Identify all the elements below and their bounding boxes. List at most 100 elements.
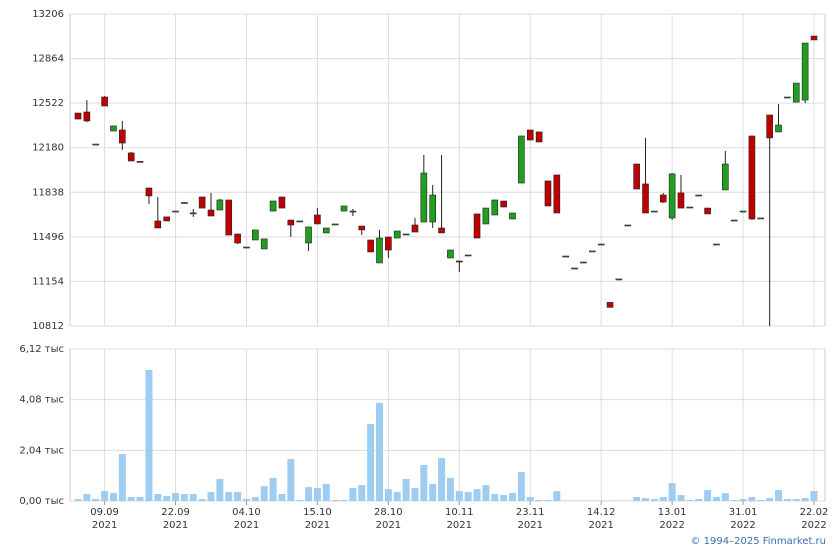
volume-bar — [438, 458, 446, 501]
candle-body — [376, 237, 383, 264]
candle-body — [119, 129, 126, 144]
x-tick-year: 2022 — [730, 520, 755, 531]
candle-body — [730, 219, 738, 222]
candle-body — [482, 207, 490, 225]
candle-body — [154, 220, 162, 229]
candle-body — [535, 131, 543, 143]
candle-body — [393, 230, 401, 239]
y-tick-label: 11496 — [32, 232, 64, 243]
y-tick-label: 12864 — [32, 54, 64, 65]
y2-tick-label: 2,04 тыс — [19, 445, 64, 456]
volume-bar — [269, 477, 277, 501]
candle-body — [775, 124, 782, 133]
volume-bar — [792, 499, 800, 501]
candle-body — [589, 250, 596, 253]
volume-bar — [145, 369, 153, 501]
volume-bar — [597, 500, 605, 502]
x-tick-label: 22.02 — [800, 507, 829, 518]
volume-bar — [712, 497, 720, 501]
y-tick-label: 13206 — [32, 9, 64, 20]
volume-bar — [766, 498, 774, 501]
volume-bar — [384, 489, 392, 501]
volume-bar — [74, 499, 82, 501]
volume-bar — [367, 424, 375, 501]
volume-bar — [757, 500, 765, 501]
candle-body — [296, 220, 303, 223]
candle-body — [464, 254, 472, 257]
volume-bar — [571, 500, 579, 502]
volume-bar — [251, 497, 259, 501]
volume-bar — [642, 498, 650, 501]
volume-bar — [517, 471, 525, 501]
x-tick-year: 2021 — [234, 520, 259, 531]
volume-bar — [509, 493, 517, 501]
candle-body — [234, 233, 241, 244]
candle-body — [677, 192, 685, 209]
volume-bar — [429, 483, 437, 501]
volume-bar — [207, 492, 215, 501]
volume-bar — [739, 499, 747, 501]
candle-body — [571, 267, 578, 270]
y-tick-label: 11154 — [32, 276, 64, 287]
x-tick-year: 2021 — [588, 520, 613, 531]
candle-body — [766, 114, 773, 139]
volume-bar — [118, 454, 126, 501]
volume-bar — [278, 494, 286, 501]
volume-bar — [402, 478, 410, 501]
volume-bar — [216, 478, 224, 501]
x-tick-label: 14.12 — [587, 507, 616, 518]
volume-bar — [579, 500, 587, 502]
candle-body — [491, 199, 499, 216]
volume-bar — [109, 493, 117, 501]
volume-bar — [500, 495, 508, 501]
volume-bar — [668, 483, 676, 501]
candle-body — [136, 161, 144, 163]
volume-bar — [473, 489, 481, 501]
volume-bar — [180, 494, 188, 501]
candle-body — [473, 213, 481, 239]
candle-body — [757, 217, 765, 220]
volume-bar — [260, 486, 268, 501]
candle-body — [739, 210, 747, 213]
candle-body — [500, 200, 507, 208]
candle-body — [544, 180, 552, 207]
volume-bar — [783, 499, 791, 501]
candle-body — [278, 196, 286, 209]
volume-bar — [340, 500, 348, 501]
volume-bar — [446, 477, 454, 501]
candle-body — [659, 194, 667, 203]
candle-body — [580, 261, 587, 264]
candle-body — [624, 224, 632, 227]
x-tick-year: 2021 — [447, 520, 472, 531]
volume-bar — [455, 491, 463, 501]
volume-bar — [686, 500, 694, 501]
candle-body — [216, 199, 224, 211]
candle-body — [367, 239, 374, 253]
candle-body — [127, 152, 135, 162]
volume-bar — [101, 491, 109, 501]
candle-body — [784, 96, 791, 99]
candle-body — [562, 255, 570, 258]
candle-body — [163, 216, 170, 222]
volume-bar — [154, 494, 162, 501]
candle-body — [198, 196, 206, 209]
x-tick-year: 2022 — [801, 520, 826, 531]
volume-bar — [331, 500, 339, 501]
candle-body — [340, 205, 348, 212]
volume-bar — [526, 497, 534, 501]
volume-bar — [482, 485, 490, 501]
y-tick-label: 11838 — [32, 187, 64, 198]
volume-bar — [172, 493, 180, 501]
candle-body — [722, 163, 729, 191]
candle-body — [207, 209, 215, 217]
y-tick-label: 12522 — [32, 98, 64, 109]
candle-body — [509, 212, 516, 220]
candle-body — [349, 210, 357, 213]
candle-body — [172, 210, 179, 213]
candle-body — [83, 111, 91, 122]
x-tick-label: 10.11 — [445, 507, 474, 518]
x-tick-year: 2021 — [376, 520, 401, 531]
volume-bar — [92, 499, 100, 501]
candle-body — [181, 202, 188, 204]
